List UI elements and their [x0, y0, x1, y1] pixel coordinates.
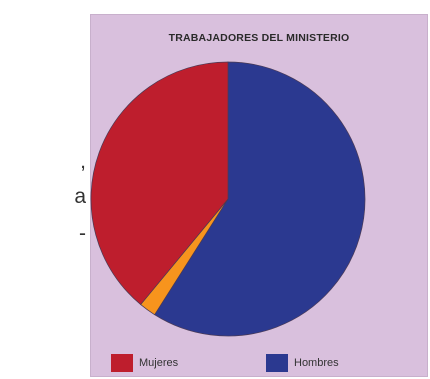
side-text-line-3: -	[79, 222, 86, 245]
pie-slice-mujeres	[90, 61, 229, 306]
side-text-fragment: , a -	[0, 0, 110, 379]
legend-swatch-mujeres	[111, 354, 133, 372]
legend-label-hombres: Hombres	[294, 357, 339, 369]
legend-item-hombres: Hombres	[266, 353, 339, 373]
legend-swatch-hombres	[266, 354, 288, 372]
side-text-line-1: ,	[80, 150, 86, 173]
pie-slice-hombres	[154, 61, 366, 337]
side-text-line-2: a	[74, 185, 86, 208]
chart-title: TRABAJADORES DEL MINISTERIO	[168, 32, 350, 44]
chart-panel: TRABAJADORES DEL MINISTERIO Mujeres Homb…	[90, 14, 428, 377]
legend-item-mujeres: Mujeres	[111, 353, 178, 373]
legend-label-mujeres: Mujeres	[139, 357, 179, 369]
pie-chart	[90, 61, 366, 337]
